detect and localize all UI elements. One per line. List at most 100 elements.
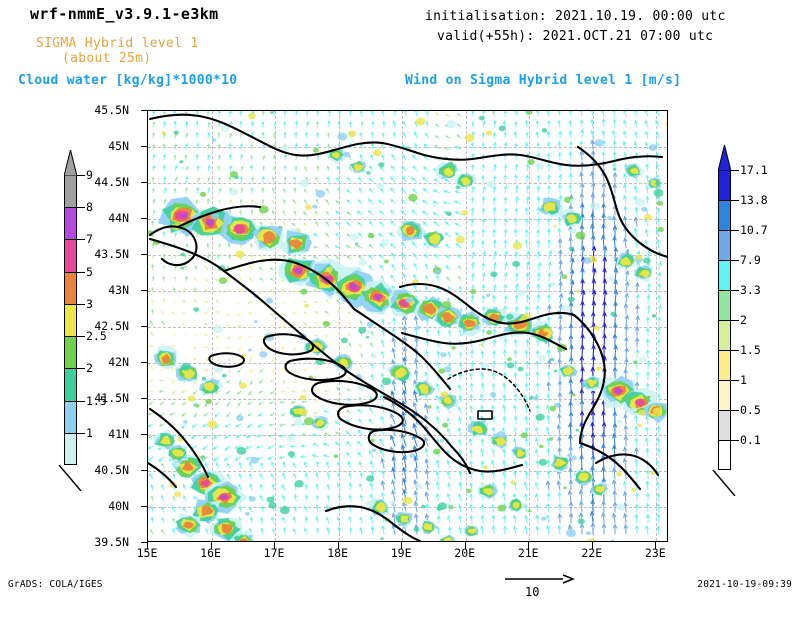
- wind-arrow: [580, 202, 585, 216]
- wind-arrow: [634, 206, 639, 216]
- wind-arrow: [195, 153, 199, 161]
- wind-arrow: [422, 176, 429, 183]
- wind-arrow: [171, 311, 176, 315]
- wind-arrow: [316, 131, 320, 139]
- wind-arrow: [174, 143, 178, 150]
- wind-arrow: [623, 236, 628, 249]
- wind-arrow: [557, 512, 562, 524]
- wind-arrow: [158, 456, 165, 462]
- wind-arrow: [250, 120, 254, 128]
- wind-arrow: [248, 527, 253, 535]
- wind-arrow: [524, 492, 528, 502]
- wind-arrow: [425, 274, 429, 282]
- wind-arrow: [381, 329, 385, 337]
- wind-arrow: [612, 489, 617, 502]
- latitude-tick-label: 41N: [108, 427, 129, 441]
- wind-arrow: [380, 393, 385, 403]
- wind-arrow: [349, 527, 353, 535]
- wind-arrow: [379, 437, 385, 447]
- wind-arrow: [536, 185, 541, 194]
- wind-arrow: [425, 503, 430, 513]
- grads-credit: GrADS: COLA/IGES: [8, 579, 103, 590]
- wind-arrow: [413, 489, 418, 502]
- wind-arrow: [325, 299, 330, 304]
- wind-arrow: [425, 111, 429, 117]
- wind-arrow: [207, 186, 211, 194]
- gridline-vertical: [592, 111, 594, 541]
- wind-arrow: [568, 301, 574, 315]
- wind-arrow: [335, 210, 341, 216]
- wind-arrow: [174, 254, 177, 260]
- wind-arrow: [635, 293, 640, 304]
- wind-arrow: [359, 472, 363, 480]
- wind-arrow: [656, 447, 661, 458]
- wind-arrow: [503, 196, 508, 205]
- wind-arrow: [185, 120, 189, 128]
- level-description-line2: (about 25m): [62, 51, 152, 66]
- cloud-water-contour: [395, 367, 407, 379]
- wind-arrow: [390, 165, 396, 172]
- wind-arrow: [644, 111, 649, 117]
- wind-arrow: [193, 357, 198, 361]
- wind-arrow: [524, 525, 528, 535]
- wind-arrow: [248, 335, 253, 339]
- wind-arrow: [359, 526, 363, 535]
- wind-arrow: [149, 320, 154, 326]
- wind-arrow: [160, 368, 165, 372]
- wind-arrow: [424, 491, 429, 502]
- wind-arrow: [392, 120, 396, 128]
- wind-arrow: [432, 200, 440, 205]
- wind-arrow: [312, 442, 319, 447]
- wind-arrow: [306, 120, 310, 128]
- wind-arrow: [623, 205, 628, 216]
- colorbar-tick-label: 10.7: [740, 223, 768, 237]
- map-plot-area[interactable]: [147, 110, 668, 542]
- wind-arrow: [580, 212, 585, 227]
- wind-arrow: [185, 142, 189, 150]
- wind-arrow: [228, 142, 232, 150]
- wind-arrow: [311, 454, 319, 458]
- wind-arrow: [283, 120, 287, 128]
- wind-arrow: [634, 491, 639, 502]
- wind-arrow: [359, 111, 363, 117]
- wind-arrow: [183, 357, 187, 361]
- wind-arrow: [203, 278, 209, 282]
- wind-arrow: [492, 206, 497, 216]
- wind-arrow: [623, 490, 628, 502]
- wind-arrow: [535, 514, 540, 524]
- wind-arrow: [513, 131, 518, 139]
- wind-arrow: [204, 265, 209, 271]
- wind-arrow: [612, 467, 617, 480]
- wind-arrow: [433, 253, 440, 260]
- wind-arrow: [458, 384, 462, 392]
- colorbar-tick-mark: [77, 303, 85, 305]
- wind-arrow: [228, 209, 232, 216]
- wind-arrow: [556, 423, 562, 436]
- longitude-tick-mark: [655, 542, 657, 549]
- wind-arrow: [579, 454, 584, 469]
- wind-arrow: [347, 333, 352, 337]
- wind-arrow: [191, 423, 198, 428]
- wind-arrow: [293, 176, 297, 183]
- wind-arrow: [272, 368, 275, 373]
- wind-arrow: [193, 412, 198, 418]
- wind-arrow: [174, 164, 178, 172]
- colorbar-tick-mark: [731, 170, 739, 171]
- wind-arrow: [214, 412, 220, 418]
- wind-arrow: [390, 434, 396, 447]
- wind-arrow: [601, 421, 607, 436]
- wind-arrow: [323, 389, 330, 393]
- wind-arrow: [257, 423, 264, 428]
- wind-arrow: [656, 217, 661, 227]
- wind-arrow: [447, 514, 451, 524]
- wind-arrow: [195, 198, 198, 205]
- colorbar-tick-label: 2: [86, 361, 93, 376]
- wind-arrow: [161, 506, 165, 513]
- wind-arrow: [579, 111, 583, 117]
- wind-arrow: [170, 401, 176, 406]
- wind-arrow: [480, 514, 485, 524]
- wind-arrow: [504, 250, 508, 260]
- cloud-water-contour: [374, 501, 386, 513]
- wind-arrow: [536, 142, 540, 150]
- wind-arrow: [258, 390, 264, 394]
